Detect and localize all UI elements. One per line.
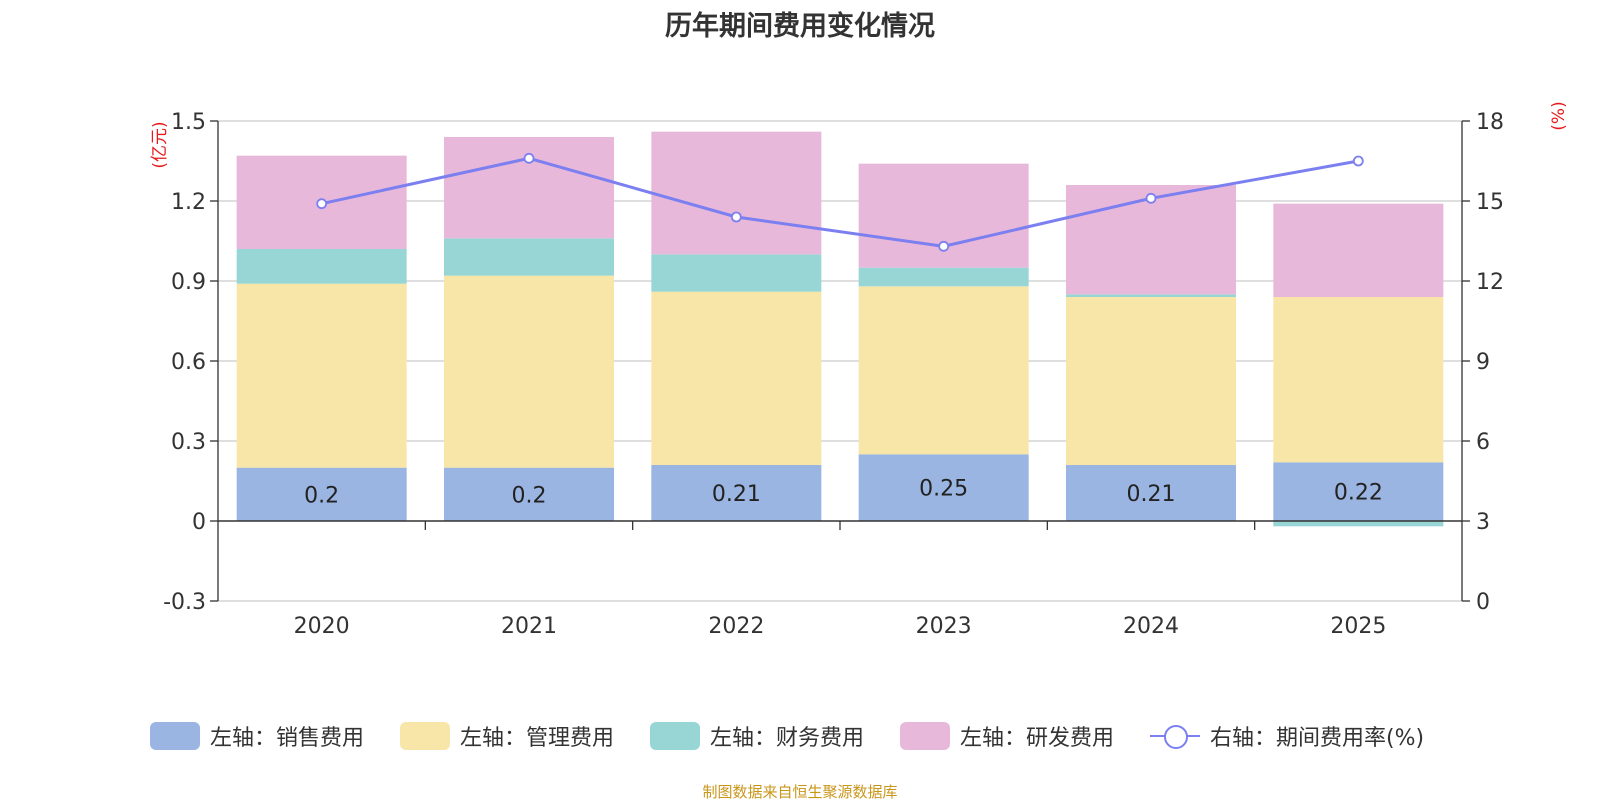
- bar-2-2024: [1066, 294, 1236, 297]
- x-tick-label: 2021: [501, 614, 557, 639]
- bar-value-label: 0.2: [512, 483, 547, 508]
- legend-swatch-finance: [650, 722, 700, 750]
- bar-3-2023: [858, 163, 1029, 268]
- bar-value-label: 0.2: [304, 483, 339, 508]
- bar-1-2020: [236, 283, 407, 468]
- legend-label-sales: 左轴：销售费用: [210, 726, 365, 751]
- left-tick-label: 0.9: [171, 270, 206, 295]
- bar-2-2023: [858, 267, 1029, 287]
- legend-label-admin: 左轴：管理费用: [460, 726, 615, 751]
- legend-swatch-sales: [150, 722, 200, 750]
- bar-1-2025: [1273, 297, 1444, 463]
- bar-value-label: 0.21: [712, 482, 761, 507]
- right-tick-label: 0: [1476, 590, 1490, 615]
- line-point-2022: [730, 211, 742, 223]
- x-tick-label: 2025: [1330, 614, 1386, 639]
- legend-item-admin[interactable]: 左轴：管理费用: [400, 718, 614, 754]
- legend-label-rd: 左轴：研发费用: [960, 726, 1115, 751]
- line-point-2023: [938, 240, 950, 252]
- bar-1-2023: [858, 286, 1029, 455]
- chart-legend: 左轴：销售费用 左轴：管理费用 左轴：财务费用 左轴：研发费用 右轴：期间费用率…: [0, 718, 1600, 754]
- legend-item-sales[interactable]: 左轴：销售费用: [150, 718, 364, 754]
- bar-0-2021: [444, 467, 614, 521]
- left-tick-label: 0.3: [171, 430, 206, 455]
- x-tick-label: 2023: [916, 614, 972, 639]
- data-source-note: 制图数据来自恒生聚源数据库: [702, 783, 898, 801]
- legend-label-finance: 左轴：财务费用: [710, 726, 865, 751]
- bar-2-2022: [651, 254, 822, 292]
- left-tick-label: 1.2: [171, 190, 206, 215]
- x-tick-label: 2024: [1123, 614, 1179, 639]
- left-tick-label: 0: [192, 510, 206, 535]
- line-point-2021: [523, 152, 535, 164]
- legend-item-rd[interactable]: 左轴：研发费用: [900, 718, 1114, 754]
- right-tick-label: 9: [1476, 350, 1490, 375]
- bar-value-label: 0.25: [919, 477, 968, 502]
- line-series-expense-rate: [321, 156, 1359, 248]
- left-tick-label: 1.5: [171, 110, 206, 135]
- bar-3-2022: [651, 131, 822, 255]
- line-point-2025: [1352, 155, 1364, 167]
- legend-item-finance[interactable]: 左轴：财务费用: [650, 718, 864, 754]
- bar-0-2020: [236, 467, 407, 521]
- bar-0-2024: [1066, 465, 1236, 521]
- right-tick-label: 15: [1476, 190, 1504, 215]
- bar-value-label: 0.21: [1127, 482, 1176, 507]
- bar-1-2021: [444, 275, 614, 468]
- legend-swatch-expense-rate: [1150, 722, 1200, 750]
- bar-1-2022: [651, 291, 822, 465]
- line-point-2024: [1145, 192, 1157, 204]
- bar-0-2025: [1273, 462, 1444, 521]
- right-tick-label: 3: [1476, 510, 1490, 535]
- right-tick-label: 18: [1476, 110, 1504, 135]
- bar-2-2020: [236, 249, 407, 284]
- bar-0-2023: [858, 454, 1029, 521]
- bar-2-2021: [444, 238, 614, 276]
- chart-title: 历年期间费用变化情况: [665, 11, 935, 42]
- x-tick-label: 2020: [294, 614, 350, 639]
- x-tick-label: 2022: [708, 614, 764, 639]
- left-tick-label: 0.6: [171, 350, 206, 375]
- legend-swatch-admin: [400, 722, 450, 750]
- right-tick-label: 12: [1476, 270, 1504, 295]
- bar-3-2021: [444, 137, 614, 239]
- right-tick-label: 6: [1476, 430, 1490, 455]
- bar-2-2025: [1273, 521, 1444, 527]
- bar-3-2025: [1273, 203, 1444, 297]
- bar-0-2022: [651, 465, 822, 521]
- bar-1-2024: [1066, 297, 1236, 465]
- left-tick-label: -0.3: [163, 590, 206, 615]
- right-axis-unit: (%): [1549, 101, 1569, 130]
- line-point-2020: [316, 198, 328, 210]
- legend-label-expense-rate: 右轴：期间费用率(%): [1210, 726, 1425, 751]
- legend-swatch-rd: [900, 722, 950, 750]
- left-axis-unit: (亿元): [150, 121, 170, 168]
- bar-value-label: 0.22: [1334, 481, 1383, 506]
- legend-item-expense-rate[interactable]: 右轴：期间费用率(%): [1150, 718, 1424, 754]
